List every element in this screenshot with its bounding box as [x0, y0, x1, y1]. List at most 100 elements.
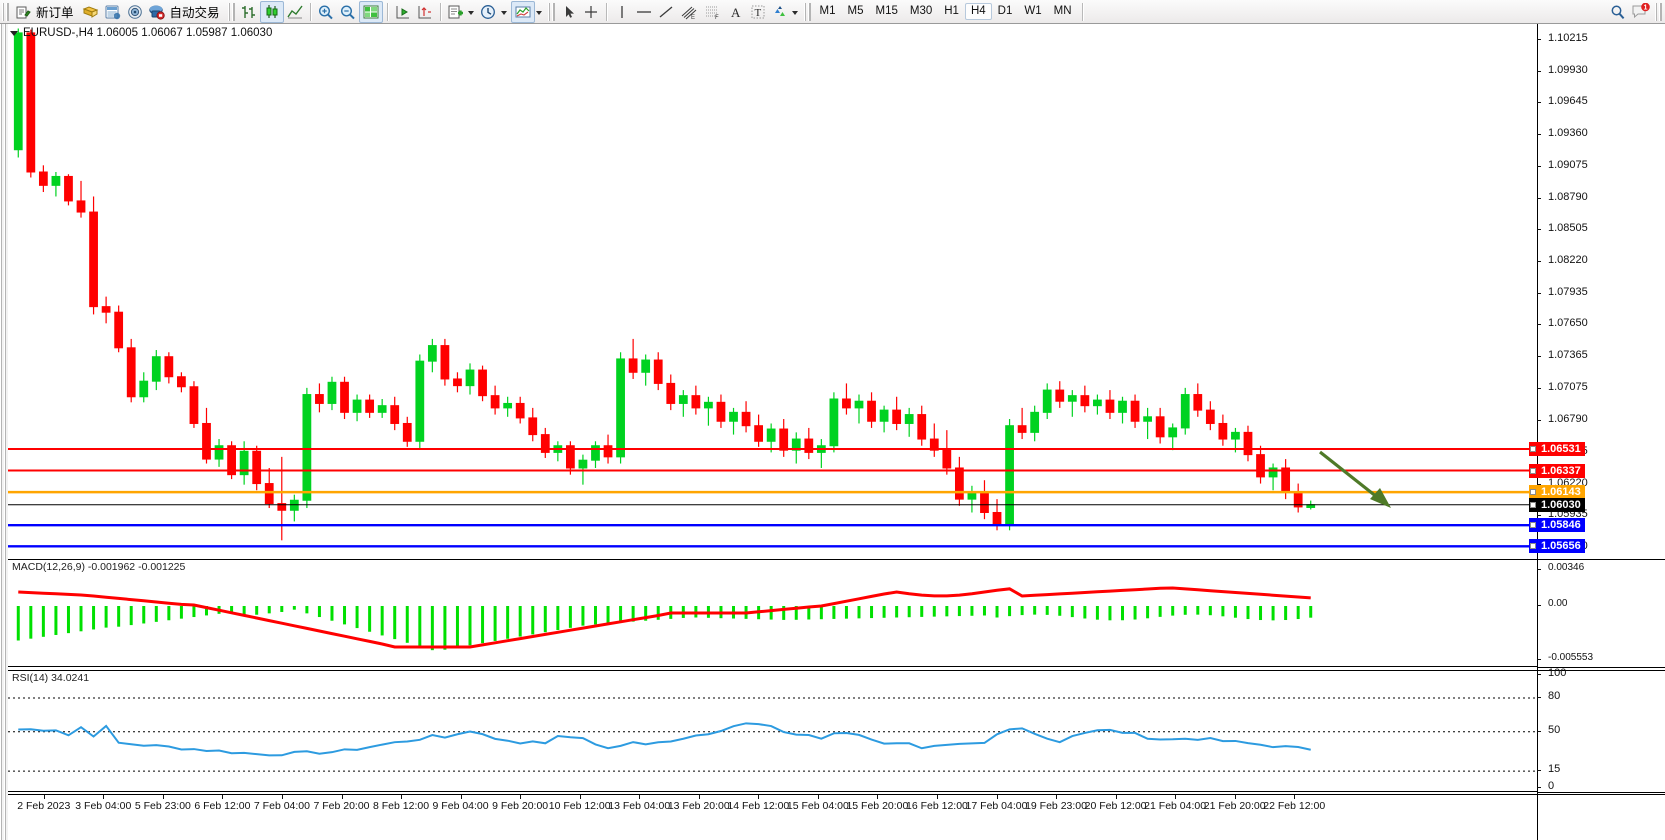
time-tick	[1294, 795, 1296, 799]
price-level-label-support-upper[interactable]: 1.05846	[1529, 518, 1585, 533]
cursor-icon[interactable]	[558, 1, 580, 23]
profile-icon[interactable]	[80, 1, 102, 23]
time-tick	[520, 795, 522, 799]
zoom-in-icon[interactable]	[315, 1, 337, 23]
price-level-label-resistance-upper[interactable]: 1.06531	[1529, 441, 1585, 456]
time-axis-label: 17 Feb 04:00	[965, 800, 1028, 812]
level-handle[interactable]	[1530, 543, 1536, 550]
time-axis-label: 22 Feb 12:00	[1263, 800, 1326, 812]
toolbar-grip-2[interactable]	[227, 2, 235, 21]
time-tick	[579, 795, 581, 799]
tile-windows-icon[interactable]	[358, 0, 383, 23]
alerts-icon[interactable]: 1	[1629, 1, 1653, 23]
time-axis-label: 13 Feb 04:00	[608, 800, 671, 812]
templates-icon[interactable]	[510, 0, 535, 23]
trendline-icon[interactable]	[655, 1, 677, 23]
tab-timeframe-m15[interactable]: M15	[875, 5, 898, 17]
chart-left-grip[interactable]	[0, 24, 8, 840]
templates-caret-icon[interactable]	[535, 10, 542, 15]
market-watch-icon[interactable]	[102, 1, 124, 23]
chart-shift-icon[interactable]	[392, 1, 414, 23]
tab-timeframe-m1[interactable]: M1	[819, 5, 836, 17]
toolbar-grip-4[interactable]	[803, 2, 811, 21]
search-icon[interactable]	[1607, 1, 1629, 23]
shapes-icon[interactable]	[769, 1, 791, 23]
price-candles-svg	[8, 28, 1537, 548]
autotrade-label[interactable]: 自动交易	[169, 6, 220, 20]
zoom-out-icon[interactable]	[337, 1, 359, 23]
time-axis-label: 6 Feb 12:00	[194, 800, 251, 812]
candle-body	[1218, 422, 1228, 440]
candle-body	[515, 402, 525, 419]
toolbar-grip-5[interactable]	[1655, 2, 1662, 21]
price-scale[interactable]: 1.10215 1.09930 1.09645 1.09360 1.09075 1.087…	[1529, 24, 1665, 840]
equidistant-channel-icon[interactable]: E	[677, 1, 701, 23]
tab-timeframe-d1[interactable]: D1	[997, 5, 1013, 17]
horizontal-line-icon[interactable]	[633, 1, 655, 23]
level-handle[interactable]	[1530, 522, 1536, 529]
scale-divider-1	[1537, 559, 1665, 560]
new-order-label[interactable]: 新订单	[36, 6, 74, 20]
level-handle[interactable]	[1530, 501, 1536, 508]
tab-timeframe-m30[interactable]: M30	[909, 5, 933, 17]
toolbar-grip-3[interactable]	[547, 2, 555, 21]
main-toolbar: 新订单	[0, 0, 1665, 24]
auto-scroll-icon[interactable]	[414, 1, 436, 23]
tab-timeframe-mn[interactable]: MN	[1053, 5, 1072, 17]
tab-timeframe-h1[interactable]: H1	[944, 5, 959, 17]
candle-body	[616, 358, 625, 458]
level-handle[interactable]	[1530, 445, 1536, 452]
price-tick: 1.09075	[1537, 159, 1588, 171]
candle-body	[1067, 395, 1077, 402]
tab-timeframe-w1[interactable]: W1	[1024, 5, 1042, 17]
level-handle[interactable]	[1530, 467, 1536, 474]
text-icon[interactable]: A	[725, 1, 747, 23]
crosshair-icon[interactable]	[580, 1, 602, 23]
time-axis-label: 2 Feb 2023	[17, 800, 71, 812]
price-level-label-support-lower[interactable]: 1.05656	[1529, 539, 1585, 554]
toolbar-grip[interactable]	[2, 2, 9, 21]
period-caret-icon[interactable]	[500, 10, 507, 15]
tab-timeframe-m5[interactable]: M5	[847, 5, 864, 17]
price-level-label-current-price[interactable]: 1.06030	[1529, 497, 1585, 512]
time-axis-label: 14 Feb 12:00	[727, 800, 790, 812]
price-level-label-entry-line[interactable]: 1.06143	[1529, 485, 1585, 500]
rsi-tick: 15	[1536, 763, 1560, 775]
candle-body	[202, 422, 211, 460]
rsi-pane[interactable]: RSI(14) 34.0241	[8, 670, 1537, 792]
text-label-icon[interactable]: T	[747, 1, 769, 23]
candle-body	[603, 445, 613, 458]
new-order-icon[interactable]	[12, 1, 34, 23]
time-tick	[1056, 795, 1058, 799]
indicators-caret-icon[interactable]	[467, 10, 474, 15]
candle-body	[942, 449, 952, 469]
macd-svg	[16, 586, 1313, 651]
time-axis: 2 Feb 2023 3 Feb 04:00 5 Feb 23:00 6 Feb 12…	[8, 794, 1537, 840]
macd-pane[interactable]: MACD(12,26,9) -0.001962 -0.001225	[8, 559, 1537, 667]
level-handle[interactable]	[1530, 489, 1536, 496]
price-pane[interactable]	[8, 24, 1537, 557]
fibonacci-icon[interactable]: F	[701, 1, 725, 23]
price-level-label-resistance-lower[interactable]: 1.06337	[1529, 463, 1585, 478]
candlestick-chart-icon[interactable]	[259, 0, 284, 23]
candle-body	[791, 438, 801, 451]
period-icon[interactable]	[478, 1, 500, 23]
rsi-tick: 100	[1536, 667, 1566, 679]
candle-body	[289, 499, 299, 511]
chevron-down-icon[interactable]	[10, 30, 18, 36]
scale-divider-3	[1537, 670, 1665, 671]
candle-body	[691, 395, 701, 409]
bar-chart-icon[interactable]	[238, 1, 260, 23]
tab-timeframe-h4[interactable]: H4	[964, 3, 992, 20]
indicators-icon[interactable]	[445, 1, 467, 23]
autotrade-icon[interactable]	[146, 1, 168, 23]
vertical-line-icon[interactable]	[611, 1, 633, 23]
candle-body	[1281, 467, 1291, 493]
shapes-caret-icon[interactable]	[791, 10, 798, 15]
line-chart-icon[interactable]	[284, 1, 306, 23]
time-tick	[817, 795, 819, 799]
rsi-label: RSI(14) 34.0241	[12, 672, 90, 684]
chart-area[interactable]: EURUSD-,H4 1.06005 1.06067 1.05987 1.060…	[0, 24, 1665, 840]
candle-body	[151, 356, 161, 382]
navigator-icon[interactable]	[124, 1, 146, 23]
